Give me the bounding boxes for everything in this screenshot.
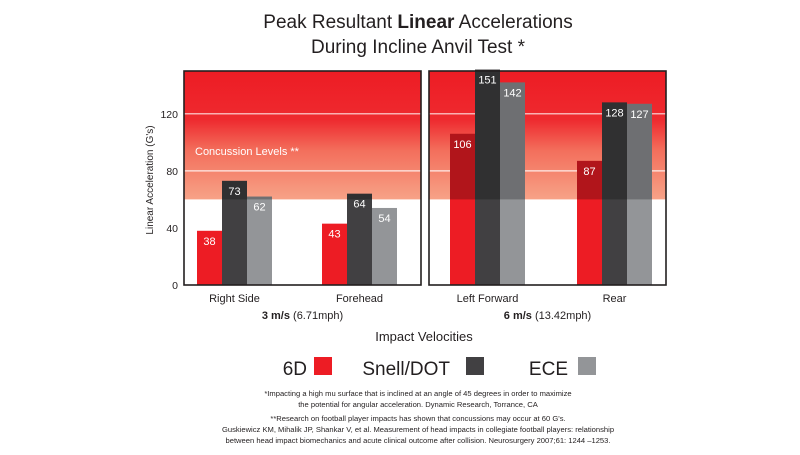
legend-swatch-snell-dot <box>466 357 484 375</box>
chart-legend: 6D Snell/DOT ECE <box>283 357 596 380</box>
footnotes: *Impacting a high mu surface that is inc… <box>222 389 614 445</box>
concussion-levels-label: Concussion Levels ** <box>195 146 300 158</box>
bar-overlay-ece-rear <box>627 103 652 200</box>
concussion-zone <box>184 71 421 200</box>
data-label-ece-rear: 127 <box>630 109 648 121</box>
bar-6d-rear <box>577 160 602 285</box>
footnote-line-3: **Research on football player impacts ha… <box>270 414 565 423</box>
bar-6d-left-forward <box>450 133 475 285</box>
data-label-6d-rear: 87 <box>583 166 595 178</box>
bar-overlay-snell-dot-left-forward <box>475 69 500 200</box>
x-axis-label: Impact Velocities <box>375 329 473 344</box>
footnote-line-2: the potential for angular acceleration. … <box>298 400 539 409</box>
legend-swatch-6d <box>314 357 332 375</box>
y-tick-label-80: 80 <box>166 166 178 178</box>
legend-label-6d: 6D <box>283 359 307 380</box>
bar-overlay-snell-dot-right-side <box>222 180 247 200</box>
bar-6d-right-side <box>197 230 222 285</box>
y-axis-label: Linear Acceleration (G's) <box>145 125 156 234</box>
plot-frame <box>183 70 422 286</box>
data-label-ece-left-forward: 142 <box>503 87 521 99</box>
data-label-snell-dot-right-side: 73 <box>228 186 240 198</box>
bar-snell-dot-rear <box>602 102 627 286</box>
x-tick-label-rear: Rear <box>603 293 627 305</box>
chart-panel-2: 106 151 142 Left Forward 87 128 127 Rear 6 m/s (… <box>428 69 667 322</box>
footnote-line-4: Guskiewicz KM, Mihalik JP, Shankar V, et… <box>222 425 614 434</box>
data-label-snell-dot-rear: 128 <box>605 107 623 119</box>
x-tick-label-right-side: Right Side <box>209 293 260 305</box>
data-label-snell-dot-forehead: 64 <box>353 199 365 211</box>
chart-title-line2: During Incline Anvil Test * <box>311 37 526 58</box>
bar-ece-left-forward <box>500 82 525 285</box>
plot-frame <box>428 70 667 286</box>
bar-overlay-6d-rear <box>577 160 602 200</box>
data-label-ece-forehead: 54 <box>378 213 390 225</box>
bar-overlay-ece-left-forward <box>500 82 525 200</box>
data-label-6d-right-side: 38 <box>203 236 215 248</box>
bar-6d-forehead <box>322 223 347 285</box>
bar-overlay-ece-right-side <box>247 196 272 200</box>
chart-panels: 38 73 62 Right Side 43 64 54 Forehead 3 m/s (6.7… <box>160 69 667 322</box>
chart-title-line1: Peak Resultant Linear Accelerations <box>263 12 572 33</box>
bar-snell-dot-forehead <box>347 193 372 285</box>
chart-panel-1: 38 73 62 Right Side 43 64 54 Forehead 3 m/s (6.7… <box>183 70 422 322</box>
bar-snell-dot-right-side <box>222 180 247 285</box>
footnote-line-1: *Impacting a high mu surface that is inc… <box>264 389 571 398</box>
data-label-6d-forehead: 43 <box>328 229 340 241</box>
x-tick-label-forehead: Forehead <box>336 293 383 305</box>
data-label-ece-right-side: 62 <box>253 202 265 214</box>
legend-label-snell-dot: Snell/DOT <box>362 359 450 380</box>
velocity-label-2: 6 m/s (13.42mph) <box>504 310 591 322</box>
legend-swatch-ece <box>578 357 596 375</box>
legend-label-ece: ECE <box>529 359 568 380</box>
bar-ece-right-side <box>247 196 272 285</box>
data-label-snell-dot-left-forward: 151 <box>478 75 496 87</box>
bar-overlay-snell-dot-rear <box>602 102 627 200</box>
velocity-label-1: 3 m/s (6.71mph) <box>262 310 343 322</box>
y-tick-label-120: 120 <box>160 109 178 121</box>
data-label-6d-left-forward: 106 <box>453 139 471 151</box>
bar-overlay-snell-dot-forehead <box>347 193 372 200</box>
x-tick-label-left-forward: Left Forward <box>457 293 519 305</box>
bar-snell-dot-left-forward <box>475 69 500 285</box>
bar-overlay-6d-left-forward <box>450 133 475 200</box>
y-tick-label-40: 40 <box>166 223 178 235</box>
footnote-line-5: between head impact biomechanics and acu… <box>226 436 611 445</box>
y-tick-label-0: 0 <box>172 280 178 292</box>
bar-ece-forehead <box>372 207 397 285</box>
bar-ece-rear <box>627 103 652 286</box>
